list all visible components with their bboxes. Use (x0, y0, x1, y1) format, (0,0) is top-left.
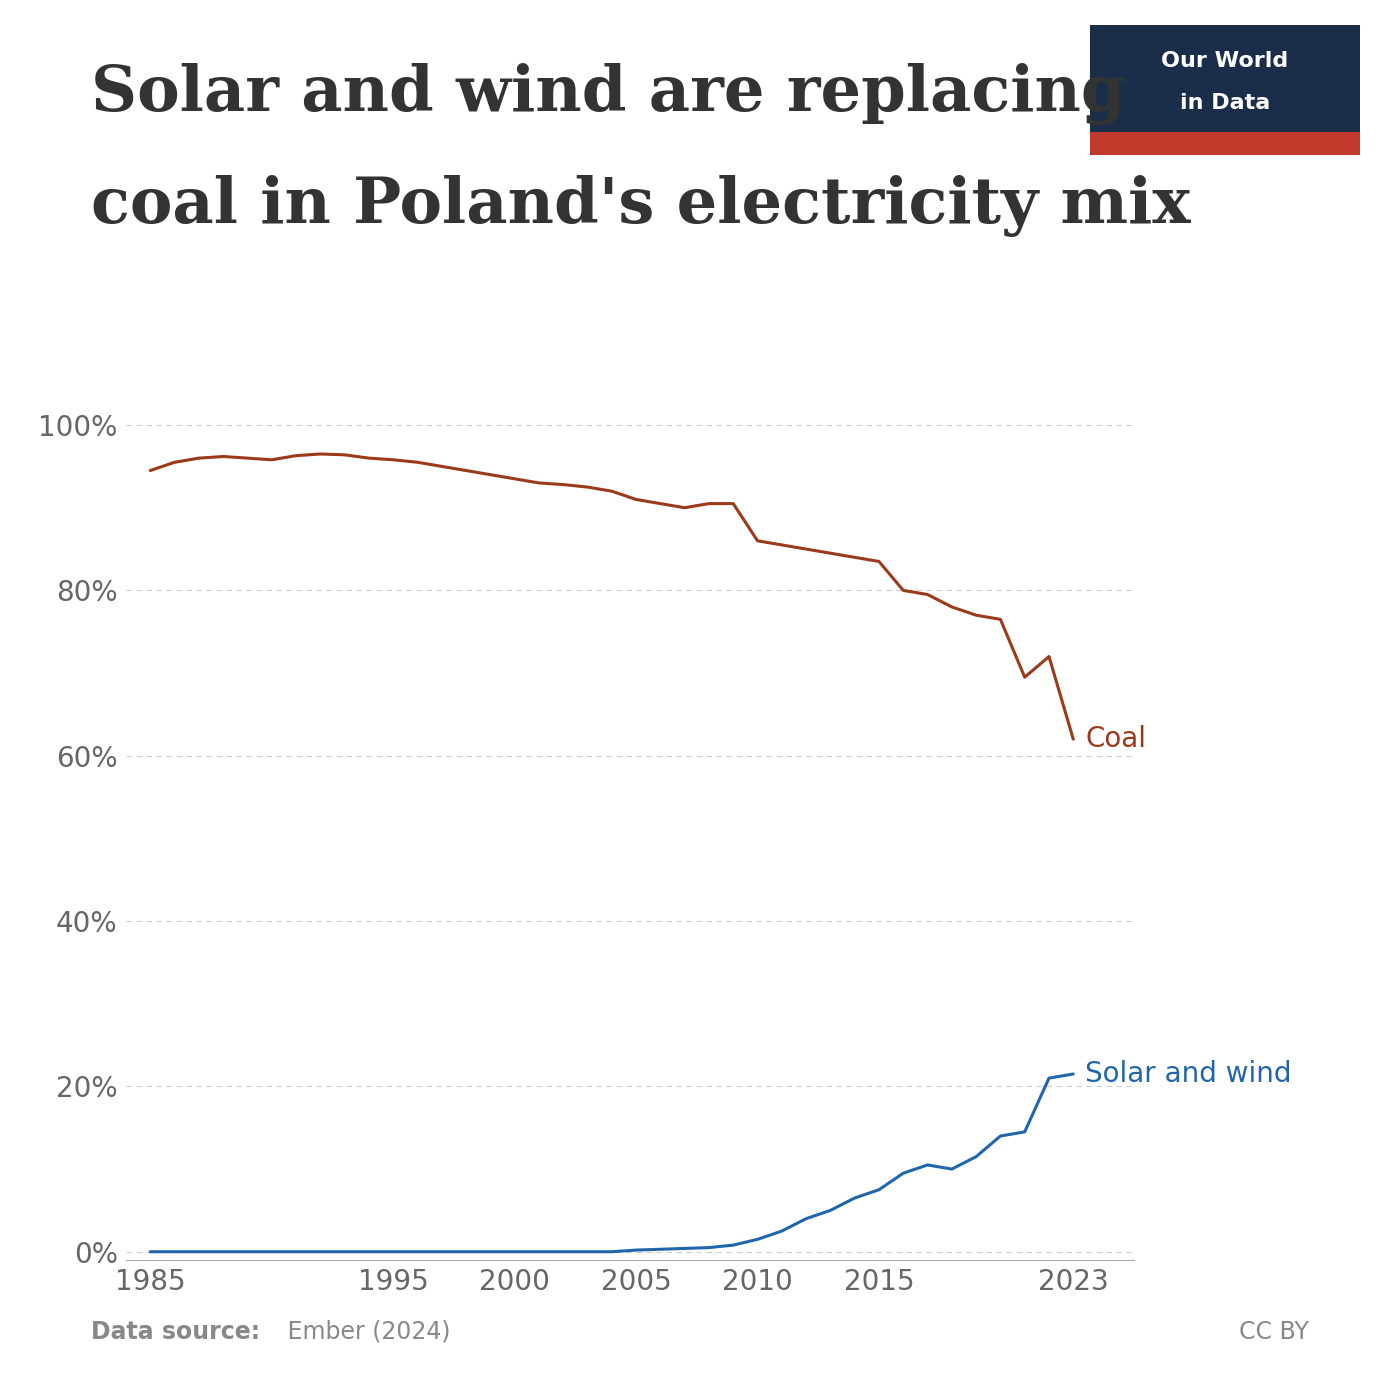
Text: in Data: in Data (1180, 92, 1270, 113)
Text: coal in Poland's electricity mix: coal in Poland's electricity mix (91, 175, 1190, 237)
Text: Solar and wind: Solar and wind (1085, 1060, 1292, 1088)
Text: Data source:: Data source: (91, 1320, 260, 1344)
FancyBboxPatch shape (1091, 25, 1359, 155)
Text: CC BY: CC BY (1239, 1320, 1309, 1344)
FancyBboxPatch shape (1091, 132, 1359, 155)
Text: Coal: Coal (1085, 725, 1147, 753)
Text: Solar and wind are replacing: Solar and wind are replacing (91, 63, 1126, 125)
Text: Ember (2024): Ember (2024) (280, 1320, 451, 1344)
Text: Our World: Our World (1162, 52, 1288, 71)
